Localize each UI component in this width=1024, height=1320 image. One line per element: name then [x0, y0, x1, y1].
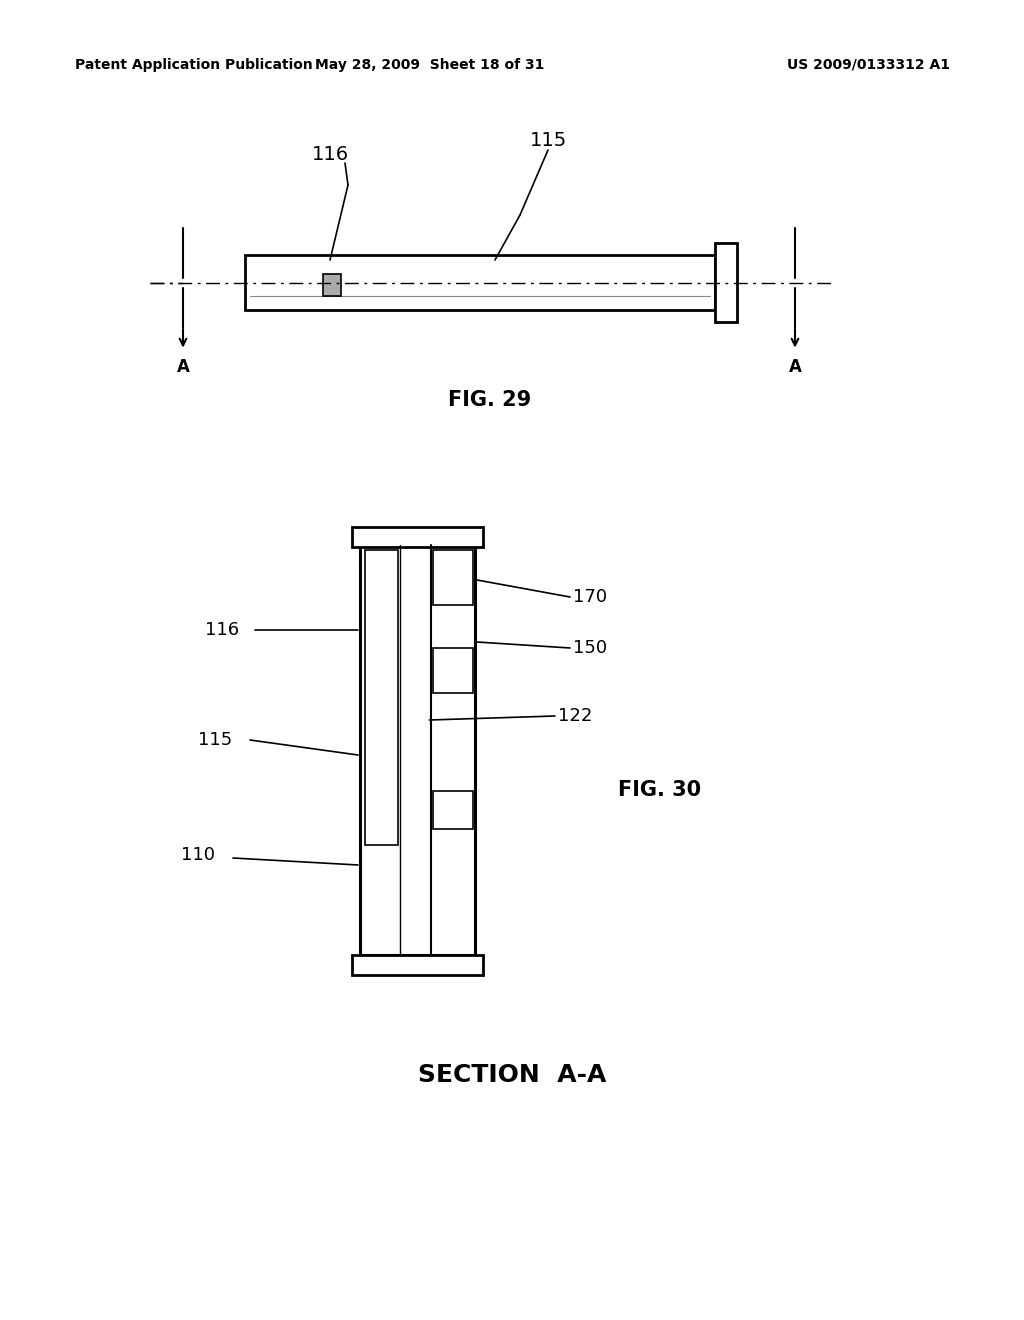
Text: A: A [788, 359, 802, 376]
Bar [360, 545, 475, 954]
Bar [400, 546, 431, 953]
Text: 115: 115 [529, 131, 566, 149]
Bar [352, 954, 483, 975]
Text: FIG. 30: FIG. 30 [618, 780, 701, 800]
Text: 116: 116 [205, 620, 239, 639]
Bar [352, 527, 483, 546]
Text: SECTION  A-A: SECTION A-A [418, 1063, 606, 1086]
Text: US 2009/0133312 A1: US 2009/0133312 A1 [787, 58, 950, 73]
Text: 116: 116 [311, 145, 348, 165]
Text: Patent Application Publication: Patent Application Publication [75, 58, 312, 73]
Bar [433, 648, 473, 693]
Text: 122: 122 [558, 708, 592, 725]
Bar [323, 275, 341, 296]
Text: May 28, 2009  Sheet 18 of 31: May 28, 2009 Sheet 18 of 31 [315, 58, 545, 73]
Text: A: A [176, 359, 189, 376]
Bar [433, 791, 473, 829]
Bar [365, 550, 398, 845]
Text: 150: 150 [573, 639, 607, 657]
Text: 170: 170 [573, 587, 607, 606]
Bar [245, 255, 715, 310]
Text: FIG. 29: FIG. 29 [449, 389, 531, 411]
Text: 115: 115 [198, 731, 232, 748]
Bar [715, 243, 737, 322]
Text: 110: 110 [181, 846, 215, 865]
Bar [433, 550, 473, 605]
